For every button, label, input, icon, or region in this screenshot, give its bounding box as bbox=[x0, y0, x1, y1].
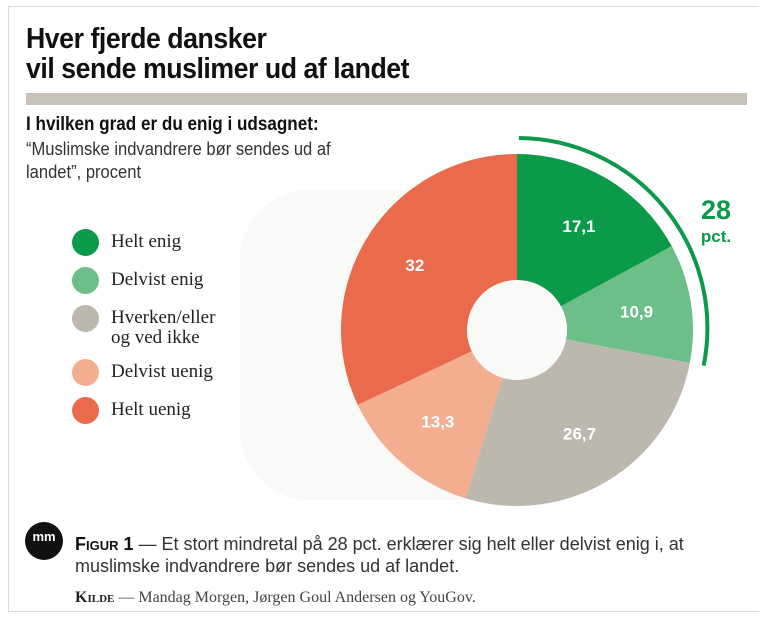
legend-label: Delvist enig bbox=[111, 269, 204, 290]
title-rule bbox=[26, 93, 747, 105]
legend-item: Delvist enig bbox=[72, 267, 291, 294]
slice-4 bbox=[341, 154, 517, 405]
subtitle: “Muslimske indvandrere bør sendes ud af … bbox=[26, 139, 331, 182]
legend-swatch bbox=[72, 359, 99, 386]
slice-label: 13,3 bbox=[421, 413, 454, 432]
source: Kilde — Mandag Morgen, Jørgen Goul Ander… bbox=[75, 589, 476, 606]
slice-1 bbox=[560, 246, 694, 363]
figure-caption: Figur 1 — Et stort mindretal på 28 pct. … bbox=[75, 534, 684, 576]
legend-swatch bbox=[72, 267, 99, 294]
slice-label: 10,9 bbox=[620, 302, 653, 321]
legend-swatch bbox=[72, 229, 99, 256]
legend-label: Helt uenig bbox=[111, 399, 191, 420]
legend-label: Helt enig bbox=[111, 231, 182, 252]
legend-item: Helt enig bbox=[72, 229, 291, 256]
legend-item: Delvist uenig bbox=[72, 359, 291, 386]
slice-label: 17,1 bbox=[562, 217, 595, 236]
legend-swatch bbox=[72, 305, 99, 332]
legend-swatch bbox=[72, 397, 99, 424]
slice-3 bbox=[357, 351, 503, 499]
legend: Helt enig Delvist enig Hverken/eller og ved… bbox=[72, 229, 291, 438]
chart-frame bbox=[8, 6, 759, 612]
slice-0 bbox=[517, 154, 672, 307]
legend-item: Hverken/eller og ved ikke bbox=[72, 305, 291, 348]
question: I hvilken grad er du enig i udsagnet: bbox=[26, 114, 319, 135]
slice-2 bbox=[465, 339, 690, 506]
mm-logo: mm bbox=[25, 522, 63, 560]
bracket-28pct bbox=[518, 136, 710, 366]
legend-label: Hverken/eller og ved ikke bbox=[111, 307, 216, 348]
legend-label: Delvist uenig bbox=[111, 361, 213, 382]
slice-label: 32 bbox=[405, 256, 424, 275]
legend-item: Helt uenig bbox=[72, 397, 291, 424]
annotation-value: 28 bbox=[701, 195, 731, 225]
slice-label: 26,7 bbox=[563, 425, 596, 444]
chart-title: Hver fjerde dansker vil sende muslimer ud… bbox=[26, 23, 410, 85]
annotation-unit: pct. bbox=[701, 227, 731, 246]
